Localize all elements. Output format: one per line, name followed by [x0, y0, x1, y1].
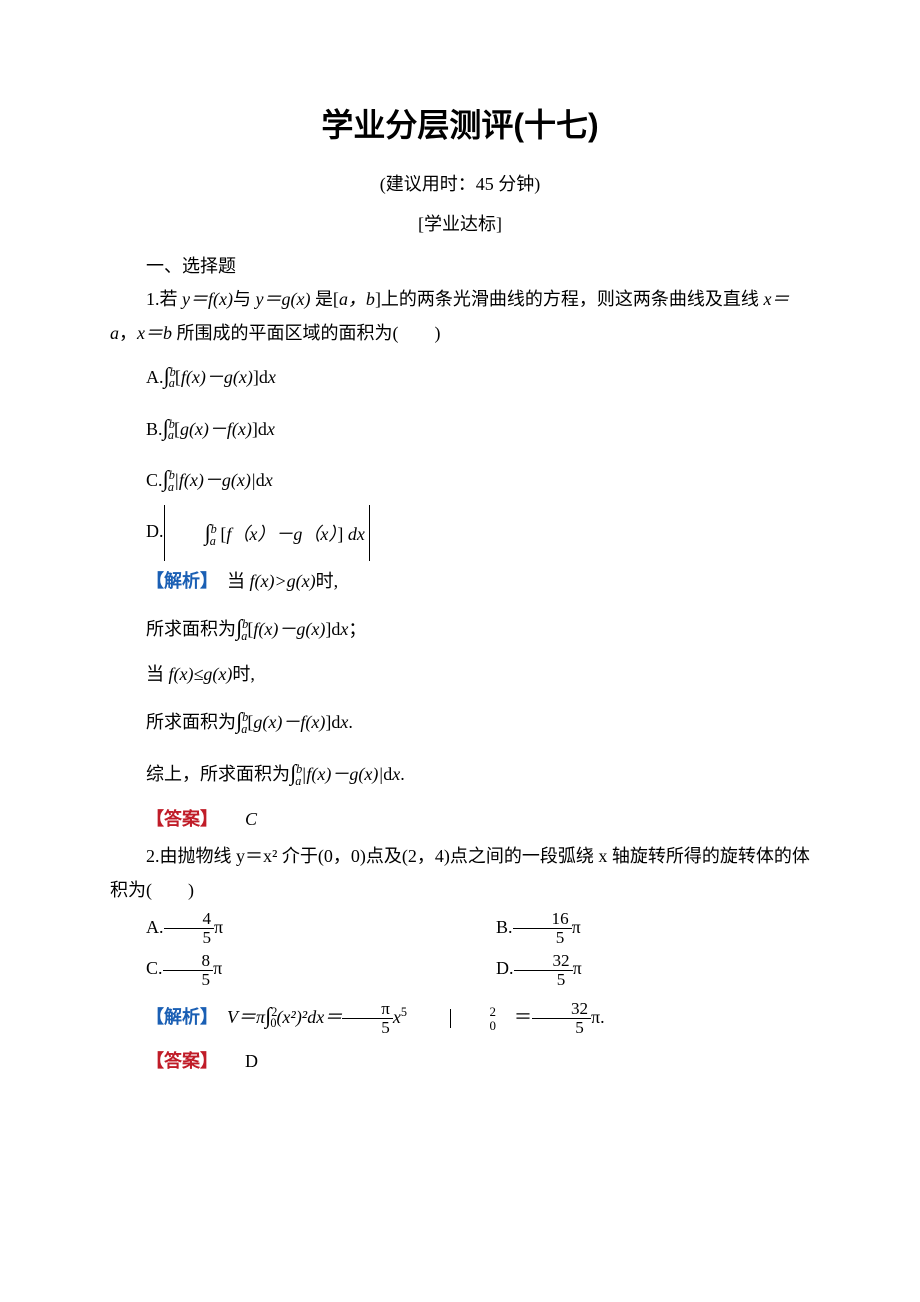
opt-label: D.	[146, 521, 164, 541]
math: |f(x)－g(x)|	[174, 470, 256, 490]
opt-label: A.	[146, 917, 164, 937]
text: ]上的两条光滑曲线的方程，则这两条曲线及直线	[375, 289, 764, 309]
fraction: 325	[514, 952, 573, 989]
fraction: 165	[513, 910, 572, 947]
math: g(x)－f(x)	[253, 712, 325, 732]
math: f(x)>g(x)	[250, 571, 316, 591]
q2-options-row1: A.45π B.165π	[110, 907, 810, 948]
q1-analysis-2: 所求面积为∫ba[f(x)－g(x)]dx；	[110, 602, 810, 654]
q1-analysis-1: 【解析】 当 f(x)>g(x)时,	[110, 561, 810, 602]
text: ，	[119, 323, 137, 343]
math: f(x)≤g(x)	[169, 664, 233, 684]
fraction: π5	[342, 1000, 393, 1037]
text: 当	[227, 571, 250, 591]
text: 是[	[310, 289, 339, 309]
q2-option-c: C.85π	[110, 948, 460, 989]
pi: π	[591, 1007, 600, 1027]
text: ；	[348, 619, 366, 639]
opt-label: A.	[146, 367, 164, 387]
answer-label: 【答案】	[146, 1051, 218, 1071]
fraction: 325	[532, 1000, 591, 1037]
math: x＝b	[137, 323, 172, 343]
math: y＝f(x)	[182, 289, 233, 309]
text: 综上，所求面积为	[146, 764, 290, 784]
q2-stem: 2.由抛物线 y＝x² 介于(0，0)点及(2，4)点之间的一段弧绕 x 轴旋转…	[110, 840, 810, 907]
opt-label: B.	[496, 917, 513, 937]
q1-analysis-3: 当 f(x)≤g(x)时,	[110, 654, 810, 695]
pi: π	[572, 917, 581, 937]
analysis-label: 【解析】	[146, 1007, 209, 1027]
pi: π	[213, 958, 222, 978]
page-title: 学业分层测评(十七)	[110, 100, 810, 146]
q1-option-a: A.∫ba[f(x)－g(x)]dx	[110, 350, 810, 402]
section-heading: 一、选择题	[110, 250, 810, 283]
pi: π	[214, 917, 223, 937]
opt-label: D.	[496, 958, 514, 978]
answer-value: D	[245, 1051, 258, 1071]
text: 时,	[232, 664, 255, 684]
math: a，b	[339, 289, 375, 309]
text: .	[400, 764, 405, 784]
math: f（x）－g（x）	[226, 524, 337, 544]
math: (x²)²dx＝	[276, 1007, 342, 1027]
text: 所求面积为	[146, 712, 236, 732]
text: 当	[146, 664, 169, 684]
fraction: 85	[163, 952, 214, 989]
math: f(x)－g(x)	[253, 619, 325, 639]
text: 时,	[316, 571, 339, 591]
fraction: 45	[164, 910, 215, 947]
q2-option-d: D.325π	[460, 948, 810, 989]
q1-analysis-5: 综上，所求面积为∫ba|f(x)－g(x)|dx.	[110, 747, 810, 799]
section-tag: [学业达标]	[110, 210, 810, 236]
text: .	[348, 712, 353, 732]
q1-option-b: B.∫ba[g(x)－f(x)]dx	[110, 402, 810, 454]
text: 1.若	[146, 289, 182, 309]
math: y＝g(x)	[255, 289, 310, 309]
q2-option-b: B.165π	[460, 907, 810, 948]
answer-label: 【答案】	[146, 809, 218, 829]
opt-label: C.	[146, 958, 163, 978]
abs-bars: ∫ba [f（x）－g（x）] dx	[164, 505, 370, 561]
answer-value: C	[245, 809, 257, 829]
analysis-label: 【解析】	[146, 571, 209, 591]
text: 所围成的平面区域的面积为( )	[172, 323, 441, 343]
time-hint: (建议用时：45 分钟)	[110, 170, 810, 196]
math: V＝π	[227, 1007, 265, 1027]
q2-answer: 【答案】 D	[110, 1041, 810, 1082]
q1-stem: 1.若 y＝f(x)与 y＝g(x) 是[a，b]上的两条光滑曲线的方程，则这两…	[110, 283, 810, 350]
q1-answer: 【答案】 C	[110, 799, 810, 840]
q1-option-c: C.∫ba|f(x)－g(x)|dx	[110, 453, 810, 505]
eval-limits: 20	[453, 1005, 495, 1032]
q1-analysis-4: 所求面积为∫ba[g(x)－f(x)]dx.	[110, 695, 810, 747]
q2-option-a: A.45π	[110, 907, 460, 948]
math: f(x)－g(x)	[181, 367, 253, 387]
text: ＝	[514, 1007, 532, 1027]
opt-label: C.	[146, 470, 163, 490]
q2-options-row2: C.85π D.325π	[110, 948, 810, 989]
q2-analysis: 【解析】 V＝π∫20(x²)²dx＝π5x5 20 ＝325π.	[110, 990, 810, 1042]
math: dx	[348, 524, 365, 544]
math: x	[393, 1007, 401, 1027]
math: |f(x)－g(x)|	[301, 764, 383, 784]
opt-label: B.	[146, 419, 163, 439]
text: 所求面积为	[146, 619, 236, 639]
q1-option-d: D.∫ba [f（x）－g（x）] dx	[110, 505, 810, 561]
pi: π	[573, 958, 582, 978]
page: 学业分层测评(十七) (建议用时：45 分钟) [学业达标] 一、选择题 1.若…	[0, 0, 920, 1143]
math: g(x)－f(x)	[180, 419, 252, 439]
eval-bar	[407, 1009, 452, 1028]
text: 与	[233, 289, 256, 309]
